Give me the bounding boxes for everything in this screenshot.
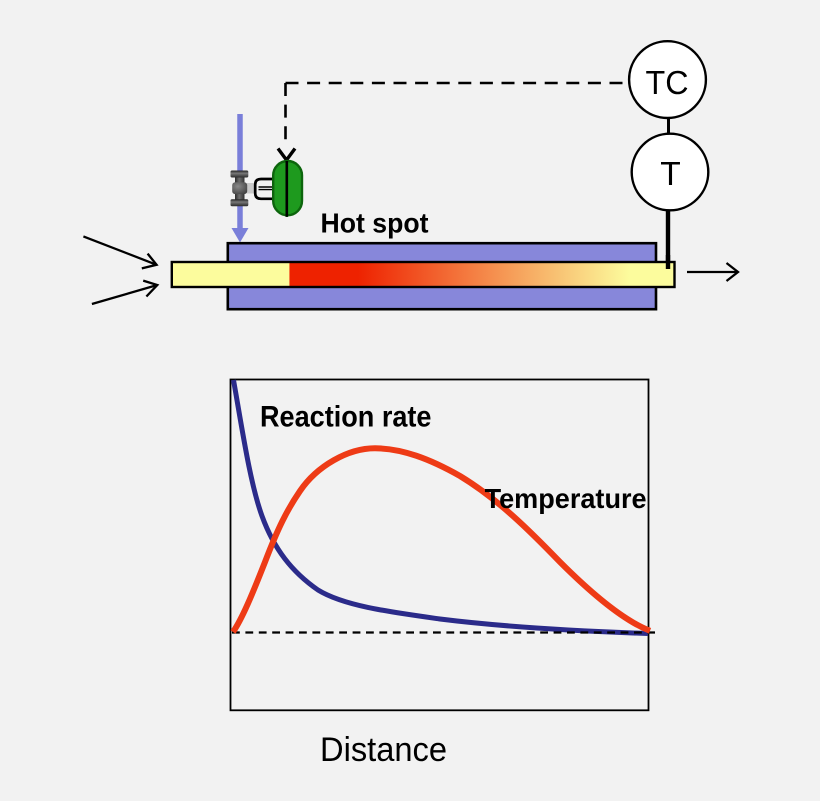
svg-text:Temperature: Temperature <box>485 483 647 514</box>
svg-text:T: T <box>660 156 681 193</box>
svg-text:Reaction rate: Reaction rate <box>260 401 432 434</box>
svg-text:Distance: Distance <box>320 731 447 769</box>
svg-text:Hot spot: Hot spot <box>321 207 429 238</box>
svg-text:TC: TC <box>646 65 689 102</box>
